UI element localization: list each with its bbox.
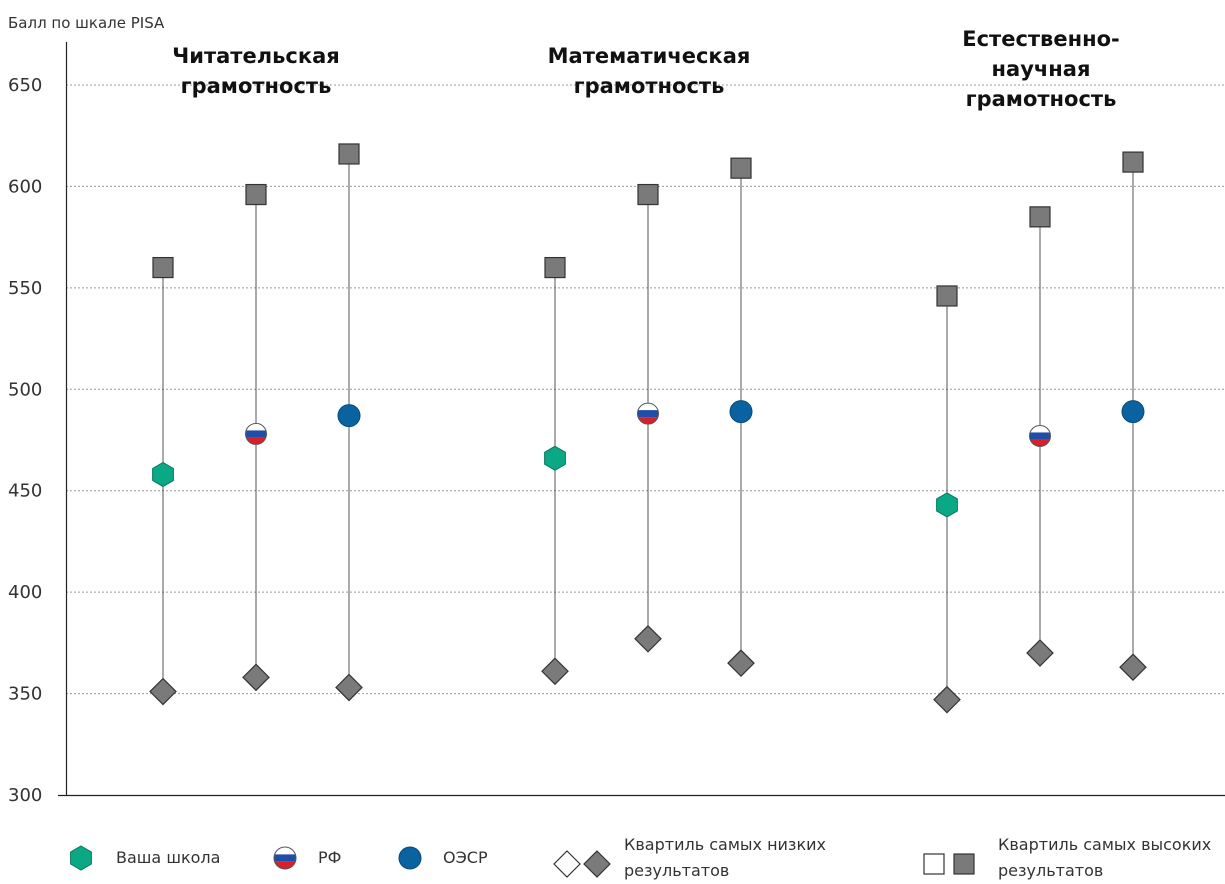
legend-item-low-quartile: Квартиль самых низких результатов [552, 832, 826, 884]
high-quartile-marker [1122, 151, 1144, 173]
flag-stripe [637, 403, 659, 411]
low-quartile-marker [1026, 639, 1054, 667]
high-quartile-marker [637, 183, 659, 206]
diamond-filled-icon [583, 850, 611, 878]
school-mean-marker [544, 445, 566, 471]
low-quartile-marker [335, 673, 363, 702]
low-quartile-marker [541, 657, 569, 686]
flag-stripe [637, 410, 659, 418]
y-tick-label: 500 [8, 379, 42, 400]
group-title-reading: Читательская грамотность [126, 41, 386, 101]
legend-label-line: результатов [998, 861, 1104, 880]
low-quartile-marker [727, 649, 755, 677]
legend-label: ОЭСР [443, 848, 488, 867]
group-title-math: Математическая грамотность [519, 41, 779, 101]
russia-flag-outline [245, 422, 267, 445]
school-mean-marker [936, 492, 958, 518]
school-mean-marker [152, 461, 174, 488]
y-tick-label: 600 [8, 176, 42, 197]
flag-stripe [1029, 439, 1051, 447]
circle-icon [398, 846, 422, 870]
high-quartile-marker [730, 157, 752, 179]
y-tick-label: 550 [8, 278, 42, 299]
legend-item-rf: РФ [272, 844, 341, 872]
legend-label: Квартиль самых высоких результатов [998, 832, 1211, 884]
russia-flag-marker [1029, 425, 1051, 447]
group-title-line: Математическая [547, 44, 751, 68]
russia-flag-marker [637, 403, 659, 425]
legend-label-line: результатов [624, 861, 730, 880]
legend-item-oecd: ОЭСР [397, 844, 488, 872]
russia-flag-icon [273, 846, 297, 870]
high-quartile-marker [338, 143, 360, 165]
low-quartile-marker [242, 663, 270, 692]
russia-flag-outline [637, 402, 659, 425]
diamond-outline-icon [553, 850, 581, 878]
flag-stripe [245, 430, 267, 438]
flag-stripe [637, 417, 659, 425]
hexagon-icon [70, 845, 92, 871]
group-title-line: научная [991, 57, 1091, 81]
low-quartile-marker [1119, 653, 1147, 682]
high-quartile-marker [936, 285, 958, 307]
group-title-line: грамотность [573, 74, 725, 98]
flag-stripe [1029, 425, 1051, 433]
oecd-mean-marker [729, 400, 753, 424]
square-outline-icon [923, 853, 945, 875]
high-quartile-marker [245, 183, 267, 206]
flag-stripe [245, 423, 267, 431]
group-title-science: Естественно- научная грамотность [911, 24, 1171, 114]
legend-item-school: Ваша школа [68, 844, 220, 872]
y-tick-label: 300 [8, 785, 42, 806]
group-title-line: грамотность [180, 74, 332, 98]
group-title-line: Естественно- [962, 27, 1120, 51]
y-axis-title: Балл по шкале PISA [8, 14, 165, 32]
russia-flag-outline [1029, 424, 1051, 447]
group-title-line: грамотность [965, 87, 1117, 111]
legend-label: РФ [318, 848, 342, 867]
y-tick-label: 400 [8, 582, 42, 603]
high-quartile-marker [152, 256, 174, 279]
oecd-mean-marker [1121, 400, 1145, 424]
oecd-mean-marker [337, 404, 361, 428]
legend-label: Квартиль самых низких результатов [624, 832, 826, 884]
low-quartile-marker [634, 624, 662, 653]
legend-label: Ваша школа [116, 848, 221, 867]
high-quartile-marker [1029, 206, 1051, 228]
flag-stripe [1029, 432, 1051, 440]
square-filled-icon [953, 853, 975, 875]
high-quartile-marker [544, 256, 566, 279]
y-tick-label: 650 [8, 75, 42, 96]
legend-item-high-quartile: Квартиль самых высоких результатов [920, 832, 1211, 884]
y-tick-label: 450 [8, 481, 42, 502]
legend: Ваша школа РФ ОЭСР Квартиль самых низких [0, 832, 1225, 882]
low-quartile-marker [149, 677, 177, 706]
y-tick-label: 350 [8, 684, 42, 705]
flag-stripe [245, 437, 267, 445]
low-quartile-marker [933, 685, 961, 714]
legend-label-line: Квартиль самых высоких [998, 835, 1212, 854]
russia-flag-marker [245, 423, 267, 445]
legend-label-line: Квартиль самых низких [624, 835, 826, 854]
group-title-line: Читательская [172, 44, 340, 68]
